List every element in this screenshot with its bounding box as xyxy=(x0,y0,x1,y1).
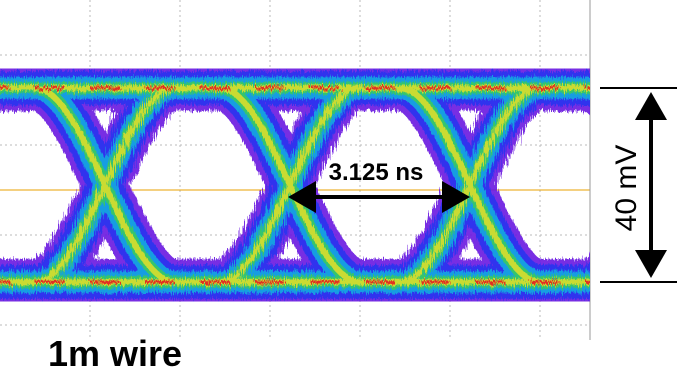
period-label: 3.125 ns xyxy=(329,159,424,186)
amplitude-measure: 40 mV xyxy=(600,88,677,282)
caption: 1m wire xyxy=(48,333,182,374)
page: 3.125 ns 40 mV 1m wire (() => { const da… xyxy=(0,0,677,374)
amplitude-label: 40 mV xyxy=(610,145,643,232)
eye-diagram-figure: 3.125 ns 40 mV 1m wire xyxy=(0,0,677,374)
